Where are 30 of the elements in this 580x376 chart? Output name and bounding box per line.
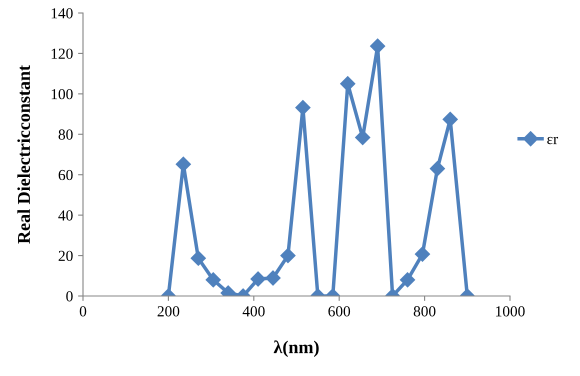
x-axis-title: λ(nm) [274,340,319,357]
point [430,161,445,176]
y-tick-label: 0 [66,291,73,302]
x-tick-label: 600 [328,306,350,316]
y-tick-label: 40 [58,210,73,221]
x-tick-label: 200 [158,306,180,316]
point [442,112,458,127]
y-tick-label: 140 [52,8,73,18]
legend-label: εr [547,136,558,144]
point [265,270,281,286]
point [295,100,310,116]
point [190,250,206,266]
point [176,156,191,172]
point [414,246,430,262]
x-tick-label: 1000 [496,306,525,316]
y-tick-label: 120 [52,48,73,59]
point [340,76,356,92]
y-tick-label: 100 [52,89,73,100]
y-axis-title: Real Dielectricconstant [17,65,30,244]
y-tick-label: 20 [58,250,73,262]
point [370,38,386,54]
x-tick-label: 0 [80,306,86,316]
y-tick-label: 60 [58,170,73,180]
x-tick-label: 800 [414,306,436,316]
point [280,248,296,264]
point [250,271,266,287]
y-tick-label: 80 [58,129,73,140]
x-tick-label: 400 [242,306,265,316]
point [206,272,221,288]
point [400,272,416,288]
